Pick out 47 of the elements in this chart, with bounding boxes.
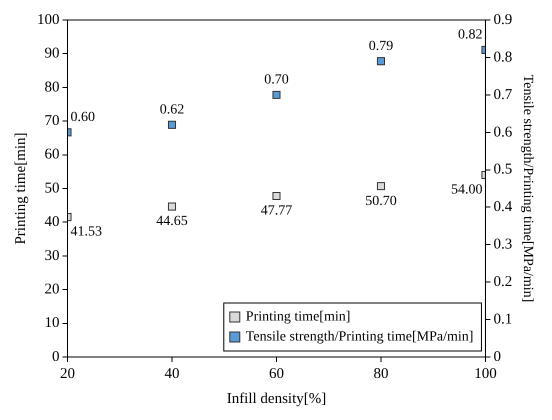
y-tick-label: 40 xyxy=(44,214,60,230)
y2-tick-label: 0.2 xyxy=(493,274,512,290)
x-tick-label: 20 xyxy=(60,366,75,382)
y-tick-label: 60 xyxy=(44,146,60,163)
point xyxy=(272,192,281,200)
x-tick-label: 100 xyxy=(474,366,497,382)
x-tick-label: 80 xyxy=(373,366,388,382)
point xyxy=(168,202,176,211)
data-label: 0.60 xyxy=(70,110,95,126)
point xyxy=(376,182,385,190)
y2-tick-label: 0.3 xyxy=(493,236,512,253)
y-tick-label: 100 xyxy=(37,12,60,28)
y-tick-label: 80 xyxy=(44,79,60,96)
y2-tick-label: 0.1 xyxy=(493,311,512,328)
x-tick-label: 40 xyxy=(164,366,180,382)
y-tick-label: 10 xyxy=(44,315,60,332)
y2-tick-label: 0.9 xyxy=(493,12,512,28)
data-label: 47.77 xyxy=(260,204,292,219)
y2-tick-label: 0.5 xyxy=(493,162,512,178)
data-label: 54.00 xyxy=(450,182,482,198)
point xyxy=(168,120,176,129)
data-label: 41.53 xyxy=(70,224,102,240)
x-tick-label: 60 xyxy=(268,366,284,382)
y-tick-label: 50 xyxy=(44,180,60,196)
legend-label: Tensile strength/Printing time[MPa/min] xyxy=(246,330,474,345)
legend-label: Printing time[min] xyxy=(246,310,350,325)
y2-axis-title: Tensile strength/Printing time[MPa/min] xyxy=(520,74,535,302)
y-tick-label: 70 xyxy=(44,113,60,130)
data-label: 50.70 xyxy=(365,194,397,209)
x-axis-title: Infill density[%] xyxy=(226,390,326,407)
data-label: 44.65 xyxy=(156,214,188,230)
y-tick-label: 30 xyxy=(44,248,60,264)
data-label: 0.82 xyxy=(458,28,482,43)
data-label: 0.70 xyxy=(264,72,289,88)
point xyxy=(376,57,385,66)
y2-tick-label: 0.4 xyxy=(493,199,513,216)
y-tick-label: 20 xyxy=(44,282,60,298)
y-tick-label: 90 xyxy=(44,46,60,62)
y-tick-label: 0 xyxy=(52,348,60,365)
y2-tick-label: 0 xyxy=(493,348,501,365)
y2-tick-label: 0.6 xyxy=(493,124,513,140)
data-label: 0.79 xyxy=(368,38,394,54)
point xyxy=(272,90,281,99)
y2-tick-label: 0.7 xyxy=(493,86,513,103)
y-axis-title: Printing time[min] xyxy=(12,132,29,245)
y2-tick-label: 0.8 xyxy=(493,49,512,66)
data-label: 0.62 xyxy=(160,102,184,118)
